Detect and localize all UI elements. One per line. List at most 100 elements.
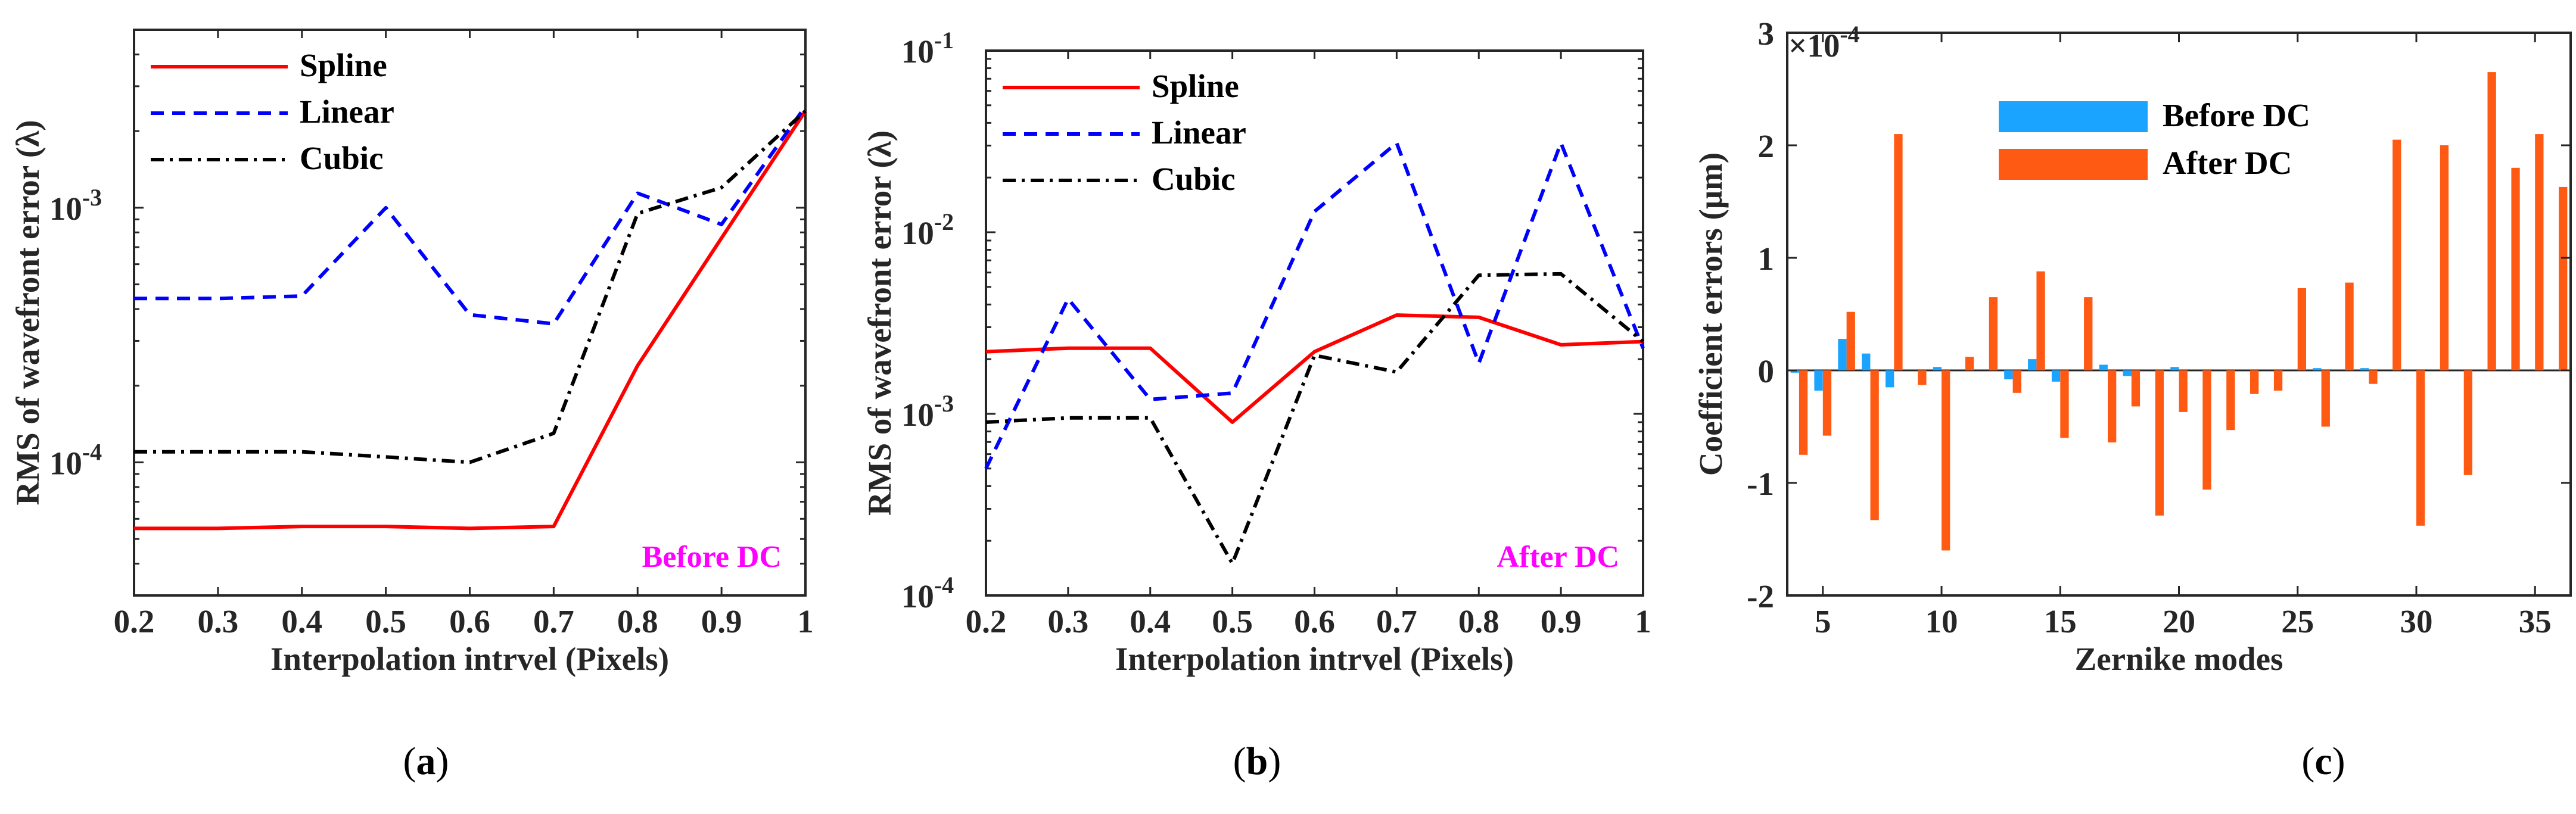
y-axis-label: Coefficient errors (μm) xyxy=(1693,152,1729,476)
x-tick-label: 0.4 xyxy=(281,603,322,640)
bar-before-dc xyxy=(2360,368,2369,370)
x-tick-label: 0.7 xyxy=(533,603,574,640)
series-line-linear xyxy=(134,105,807,326)
y-tick-label: -1 xyxy=(1747,466,1774,502)
legend-label: Before DC xyxy=(2163,97,2310,133)
x-tick-label: 0.6 xyxy=(449,603,490,640)
bar-before-dc xyxy=(2170,367,2179,370)
panel-b: (b) 0.2 0.3 0.4 0.5 0.6 0.7 0.8 0.9 1 10-4 10-3 10-2… xyxy=(861,27,1651,783)
x-tick-label: 0.6 xyxy=(1294,603,1335,640)
series-line-cubic xyxy=(134,110,807,464)
plot-frame xyxy=(133,29,807,597)
x-axis-label: Zernike modes xyxy=(2075,641,2283,677)
x-tick-label: 0.3 xyxy=(198,603,239,640)
bar-after-dc xyxy=(2060,370,2069,438)
x-tick-label: 0.9 xyxy=(701,603,742,640)
x-tick-label: 1 xyxy=(1635,603,1651,640)
y-tick-label: 1 xyxy=(1758,241,1775,277)
bar-before-dc xyxy=(1838,339,1847,370)
legend-swatch xyxy=(1999,101,2148,132)
x-tick-label: 35 xyxy=(2519,603,2552,640)
x-tick-label: 0.3 xyxy=(1048,603,1089,640)
bar-after-dc xyxy=(2297,288,2306,370)
bar-after-dc xyxy=(2226,370,2235,431)
panel-a: (a) 0.2 0.3 0.4 0.5 0.6 0.7 0.8 0.9 1 10-4 10-3 Spli… xyxy=(10,29,814,783)
y-tick-label: 10-4 xyxy=(49,438,102,481)
legend-label: Cubic xyxy=(300,140,384,176)
series-line-linear xyxy=(984,141,1645,470)
y-tick-label: 0 xyxy=(1758,353,1775,389)
bar-after-dc xyxy=(1942,370,1950,551)
y-tick-label: 10-3 xyxy=(49,184,102,227)
x-tick-label: 1 xyxy=(797,603,814,640)
bar-after-dc xyxy=(1822,370,1832,436)
y-tick-label: 10-3 xyxy=(901,390,954,433)
bar-after-dc xyxy=(2416,370,2425,526)
bar-after-dc xyxy=(2131,370,2141,407)
bar-after-dc xyxy=(2345,282,2354,370)
legend-swatch xyxy=(1999,149,2148,180)
legend-label: Spline xyxy=(1152,68,1239,104)
bar-after-dc xyxy=(2463,370,2472,475)
bar-after-dc xyxy=(1799,370,1808,455)
x-axis-label: Interpolation intrvel (Pixels) xyxy=(1115,641,1514,677)
x-tick-label: 15 xyxy=(2044,603,2077,640)
series-line-spline xyxy=(134,110,807,531)
bar-after-dc xyxy=(2511,167,2520,370)
bar-after-dc xyxy=(2036,271,2045,370)
bar-before-dc xyxy=(1814,370,1823,391)
bar-after-dc xyxy=(2440,145,2449,370)
bar-after-dc xyxy=(2393,139,2401,370)
panel-caption: (b) xyxy=(1233,740,1281,783)
x-tick-label: 0.9 xyxy=(1541,603,1582,640)
bar-before-dc xyxy=(2099,364,2108,370)
bar-after-dc xyxy=(2108,370,2117,442)
x-axis-label: Interpolation intrvel (Pixels) xyxy=(270,641,669,677)
bar-after-dc xyxy=(2084,297,2093,370)
bar-before-dc xyxy=(2004,370,2013,380)
panel-caption: (c) xyxy=(2301,740,2345,783)
bar-before-dc xyxy=(2028,359,2037,370)
bar-after-dc xyxy=(1989,297,1998,370)
bar-before-dc xyxy=(1862,353,1871,370)
bar-after-dc xyxy=(1846,311,1855,370)
y-tick-label: -2 xyxy=(1747,578,1774,615)
legend-label: Linear xyxy=(300,93,394,130)
bar-before-dc xyxy=(1886,370,1894,388)
bar-before-dc xyxy=(2313,368,2322,370)
bar-after-dc xyxy=(2012,370,2021,393)
bar-after-dc xyxy=(2273,370,2283,391)
x-tick-label: 25 xyxy=(2281,603,2314,640)
x-tick-label: 0.5 xyxy=(365,603,406,640)
bar-after-dc xyxy=(2535,134,2544,370)
y-axis-label: RMS of wavefront error (λ) xyxy=(10,120,46,505)
x-tick-label: 20 xyxy=(2163,603,2195,640)
bar-before-dc xyxy=(2123,370,2132,376)
bar-before-dc xyxy=(1933,367,1942,370)
bar-after-dc xyxy=(2487,72,2496,370)
x-tick-label: 30 xyxy=(2400,603,2432,640)
panel-annotation: After DC xyxy=(1497,540,1619,574)
bar-after-dc xyxy=(1965,357,1974,370)
y-tick-label: 10-2 xyxy=(901,208,954,251)
x-tick-label: 0.2 xyxy=(966,603,1007,640)
bar-after-dc xyxy=(2321,370,2330,427)
bar-after-dc xyxy=(1918,370,1927,385)
y-tick-label: 2 xyxy=(1758,128,1775,164)
x-tick-label: 0.5 xyxy=(1212,603,1253,640)
series-line-spline xyxy=(985,313,1644,424)
x-tick-label: 10 xyxy=(1925,603,1958,640)
bar-after-dc xyxy=(1870,370,1879,520)
panel-annotation: Before DC xyxy=(642,540,782,574)
bar-after-dc xyxy=(2202,370,2211,490)
series-line-cubic xyxy=(985,272,1644,566)
bar-after-dc xyxy=(1894,134,1903,370)
y-tick-label: 10-4 xyxy=(901,572,954,615)
x-tick-label: 0.8 xyxy=(1458,603,1499,640)
bar-after-dc xyxy=(2559,186,2568,370)
legend-label: Linear xyxy=(1152,114,1246,151)
bar-after-dc xyxy=(2369,370,2378,384)
y-tick-label: 10-1 xyxy=(901,27,954,70)
panel-caption: (a) xyxy=(403,740,449,783)
